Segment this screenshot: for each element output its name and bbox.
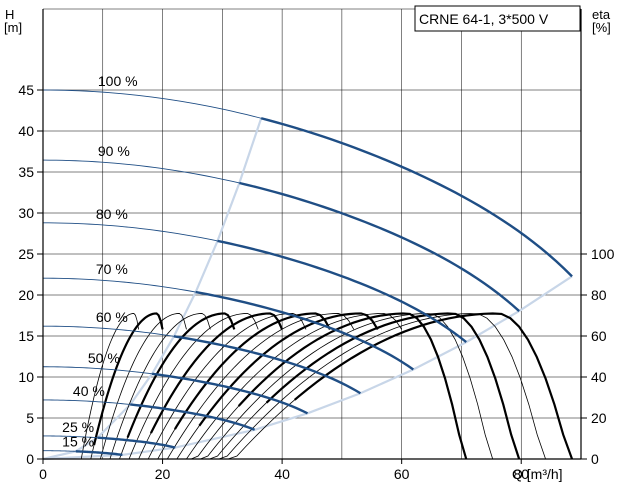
head-curves bbox=[42, 89, 573, 457]
head-curve-thin bbox=[43, 450, 76, 452]
head-curve-thin bbox=[42, 222, 218, 242]
envelope-right bbox=[42, 275, 573, 461]
y-tick-label: 25 bbox=[18, 246, 34, 262]
title-box bbox=[414, 5, 581, 32]
y-tick-label: 10 bbox=[18, 369, 34, 385]
eta-tick-label: 100 bbox=[591, 246, 615, 262]
head-curve-thin bbox=[42, 159, 240, 184]
head-curve-thick bbox=[195, 290, 414, 371]
x-tick-label: 80 bbox=[513, 466, 529, 482]
x-axis-title: Q [m³/h] bbox=[512, 466, 563, 482]
speed-curve-label: 90 % bbox=[98, 143, 130, 159]
axes bbox=[37, 9, 587, 464]
head-curve-thick bbox=[239, 181, 520, 312]
head-curve-thin bbox=[42, 325, 174, 337]
efficiency-curve-emphasis bbox=[43, 312, 379, 461]
speed-curve-label: 100 % bbox=[98, 73, 138, 89]
efficiency-curve-emphasis bbox=[43, 312, 236, 461]
head-curve-thick bbox=[173, 335, 362, 395]
x-tick-label: 0 bbox=[39, 466, 47, 482]
head-curve-thick bbox=[130, 403, 256, 431]
y-tick-label: 40 bbox=[18, 123, 34, 139]
y-axis-title-line2: [m] bbox=[4, 20, 22, 35]
head-curve-thick bbox=[217, 239, 467, 344]
eta-tick-label: 60 bbox=[591, 328, 607, 344]
efficiency-curves bbox=[43, 312, 574, 461]
eta-tick-label: 40 bbox=[591, 369, 607, 385]
chart-title: CRNE 64-1, 3*500 V bbox=[419, 11, 549, 27]
head-curve-thick bbox=[75, 450, 123, 457]
x-tick-label: 60 bbox=[394, 466, 410, 482]
y-axis-title-line1: H bbox=[5, 7, 14, 22]
speed-curve-label: 40 % bbox=[73, 383, 105, 399]
speed-curve-label: 50 % bbox=[88, 350, 120, 366]
y-tick-label: 0 bbox=[26, 451, 34, 467]
head-curve-thick bbox=[260, 117, 573, 278]
labels: 100 % 90 % 80 % 70 % 60 % 50 % 40 % 25 %15 % 0 5 1… bbox=[4, 7, 615, 482]
head-curve-thin bbox=[43, 435, 98, 439]
head-curve-thin bbox=[42, 89, 262, 119]
y-tick-label: 30 bbox=[18, 205, 34, 221]
speed-curve-label: 15 % bbox=[62, 434, 94, 450]
head-curve-thin bbox=[42, 277, 196, 293]
efficiency-curve-emphasis bbox=[43, 312, 331, 461]
speed-curve-label: 60 % bbox=[96, 309, 128, 325]
x-tick-label: 20 bbox=[155, 466, 171, 482]
speed-curve-label: 80 % bbox=[96, 206, 128, 222]
head-curve-thick bbox=[151, 372, 309, 415]
y-tick-label: 35 bbox=[18, 164, 34, 180]
y-tick-label: 5 bbox=[26, 410, 34, 426]
eta-axis-title-line1: eta bbox=[592, 7, 611, 22]
speed-curve-label: 25 % bbox=[62, 419, 94, 435]
y-tick-label: 20 bbox=[18, 287, 34, 303]
x-tick-label: 40 bbox=[274, 466, 290, 482]
efficiency-curve-emphasis bbox=[43, 312, 521, 461]
envelope-left bbox=[42, 117, 263, 461]
head-curve-thin bbox=[42, 399, 131, 405]
eta-axis-title-line2: [%] bbox=[592, 20, 611, 35]
efficiency-curve-emphasis bbox=[43, 312, 164, 461]
speed-curve-label: 70 % bbox=[96, 261, 128, 277]
y-tick-label: 45 bbox=[18, 82, 34, 98]
efficiency-curve-emphasis bbox=[43, 312, 574, 461]
eta-tick-label: 0 bbox=[591, 451, 599, 467]
eta-tick-label: 20 bbox=[591, 410, 607, 426]
head-curve-thin bbox=[42, 366, 153, 375]
head-curve-thick bbox=[97, 436, 176, 449]
y-tick-label: 15 bbox=[18, 328, 34, 344]
efficiency-curve-emphasis bbox=[43, 312, 468, 461]
eta-tick-label: 80 bbox=[591, 287, 607, 303]
efficiency-curve-emphasis bbox=[43, 312, 284, 461]
